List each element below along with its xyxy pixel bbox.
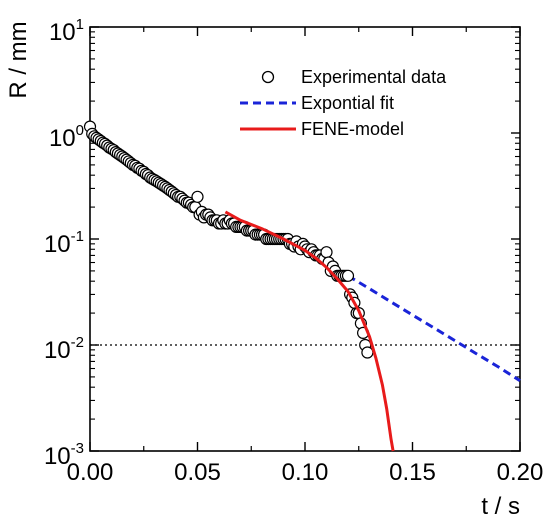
y-tick-label: 101 [49, 16, 84, 46]
series-line-fene-model [224, 210, 395, 452]
series-layer [83, 120, 521, 452]
y-tick-base: 10 [44, 443, 71, 470]
x-tick-labels: 0.00 0.05 0.10 0.15 0.20 [67, 459, 544, 486]
y-tick-label: 10-3 [44, 440, 84, 470]
data-point [341, 269, 355, 282]
y-axis-label: R / mm [5, 21, 32, 98]
y-tick-exponent: 0 [76, 122, 84, 139]
y-tick-base: 10 [44, 337, 71, 364]
legend-label-exponential-fit: Expontial fit [301, 93, 394, 113]
x-tick-label: 0.15 [389, 459, 436, 486]
data-point [191, 190, 204, 203]
legend-label-experimental: Experimental data [301, 67, 447, 87]
legend-label-fene-model: FENE-model [301, 119, 404, 139]
y-tick-exponent: -1 [71, 228, 84, 245]
data-point [361, 346, 374, 359]
y-tick-label: 10-1 [44, 228, 84, 258]
y-tick-exponent: 1 [76, 16, 84, 33]
series-line-exponential-fit [347, 274, 521, 382]
y-tick-base: 10 [44, 231, 71, 258]
y-tick-labels: 10-3 10-2 10-1 100 101 [44, 16, 84, 470]
x-tick-label: 0.20 [497, 459, 544, 486]
y-tick-exponent: -2 [71, 334, 84, 351]
y-tick-base: 10 [49, 125, 76, 152]
data-point [320, 246, 333, 259]
y-tick-base: 10 [49, 19, 76, 46]
y-tick-label: 100 [49, 122, 84, 152]
y-tick-exponent: -3 [71, 440, 84, 457]
legend: Experimental data Expontial fit FENE-mod… [240, 67, 447, 139]
y-tick-label: 10-2 [44, 334, 84, 364]
x-axis-label: t / s [481, 493, 520, 520]
x-tick-label: 0.10 [282, 459, 329, 486]
x-tick-label: 0.05 [174, 459, 221, 486]
series-points-experimental [83, 120, 374, 359]
legend-marker-experimental [261, 70, 275, 84]
x-tick-label: 0.00 [67, 459, 114, 486]
